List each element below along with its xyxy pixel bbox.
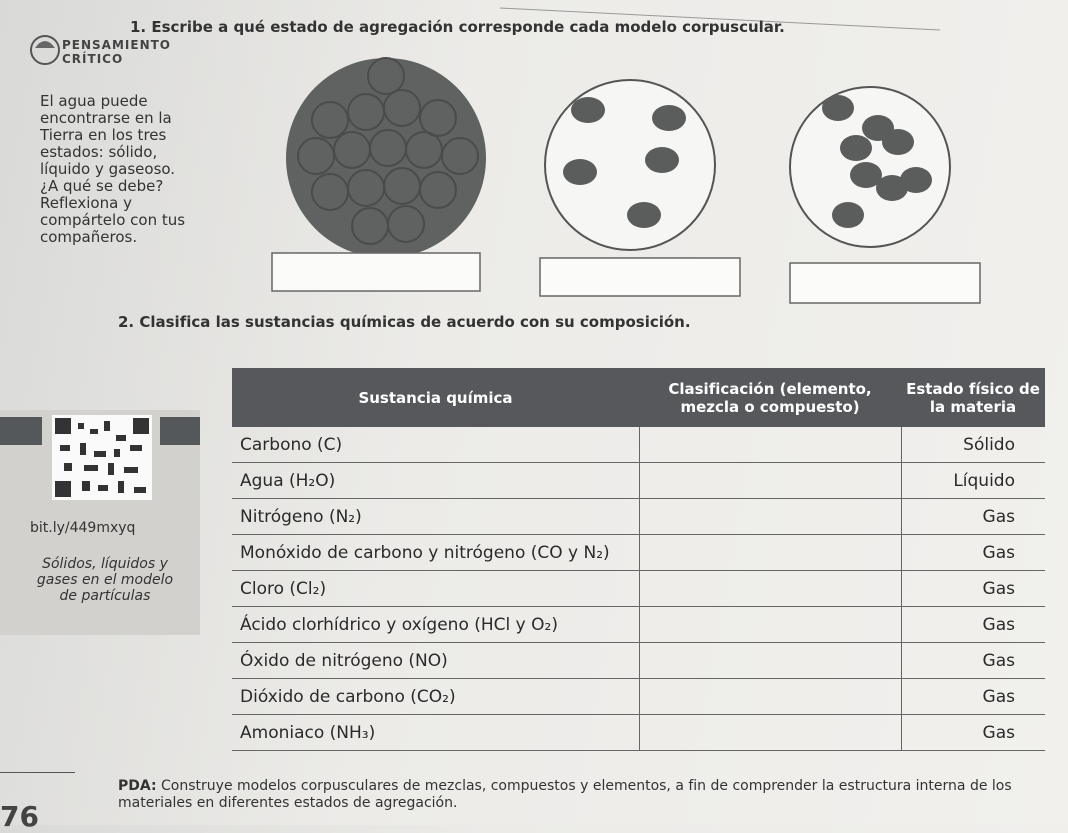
substance-cell: Ácido clorhídrico y oxígeno (HCl y O₂): [232, 606, 639, 643]
state-cell: Gas: [900, 498, 1045, 535]
pda-text: Construye modelos corpusculares de mezcl…: [118, 778, 1012, 811]
table-row: Ácido clorhídrico y oxígeno (HCl y O₂) Ga…: [232, 606, 1045, 643]
substance-cell: Nitrógeno (N₂): [232, 498, 639, 535]
state-cell: Gas: [900, 678, 1045, 715]
table-row: Monóxido de carbono y nitrógeno (CO y N₂…: [232, 534, 1045, 571]
resource-caption: Sólidos, líquidos y gases en el modelo d…: [36, 556, 174, 604]
substance-cell: Amoniaco (NH₃): [232, 714, 639, 751]
column-header: Estado físico de la materia: [901, 368, 1045, 427]
resource-link[interactable]: bit.ly/449mxyq: [30, 520, 136, 536]
substance-cell: Óxido de nitrógeno (NO): [232, 642, 639, 679]
classification-cell: [638, 606, 901, 643]
pda-label: PDA:: [118, 778, 157, 794]
classification-cell: [638, 714, 901, 751]
footer-rule: [0, 772, 75, 773]
classification-cell: [638, 642, 901, 679]
table-row: Amoniaco (NH₃) Gas: [232, 714, 1045, 751]
table-row: Agua (H₂O) Líquido: [232, 462, 1045, 499]
answer-boxes: [271, 252, 981, 304]
state-cell: Gas: [900, 606, 1045, 643]
liquid-model: [544, 79, 716, 251]
classification-cell: [638, 427, 901, 463]
badge-text: PENSAMIENTO: [62, 38, 171, 52]
substance-cell: Monóxido de carbono y nitrógeno (CO y N₂…: [232, 534, 639, 571]
table-row: Dióxido de carbono (CO₂) Gas: [232, 678, 1045, 715]
table-body: Carbono (C) Sólido Agua (H₂O) Líquido Nitróg…: [232, 427, 1045, 751]
substance-cell: Agua (H₂O): [232, 462, 639, 499]
state-cell: Líquido: [900, 462, 1045, 499]
state-cell: Gas: [900, 714, 1045, 751]
table-row: Nitrógeno (N₂) Gas: [232, 498, 1045, 535]
page-number: 76: [0, 800, 39, 833]
badge-icon: [30, 35, 60, 65]
substance-cell: Dióxido de carbono (CO₂): [232, 678, 639, 715]
table-row: Carbono (C) Sólido: [232, 427, 1045, 463]
substance-cell: Carbono (C): [232, 427, 639, 463]
sidebar-text: El agua puede encontrarse en la Tierra e…: [40, 92, 186, 246]
classification-cell: [638, 534, 901, 571]
substance-cell: Cloro (Cl₂): [232, 570, 639, 607]
column-header: Sustancia química: [232, 368, 639, 427]
badge-text: CRÍTICO: [62, 52, 124, 66]
state-cell: Gas: [900, 534, 1045, 571]
state-cell: Sólido: [900, 427, 1045, 463]
classification-cell: [638, 462, 901, 499]
table-row: Cloro (Cl₂) Gas: [232, 570, 1045, 607]
classification-cell: [638, 498, 901, 535]
exercise-prompt: 2. Clasifica las sustancias químicas de …: [118, 313, 691, 331]
classification-cell: [638, 570, 901, 607]
classification-cell: [638, 678, 901, 715]
pda-note: PDA: Construye modelos corpusculares de …: [118, 778, 1038, 812]
qr-code: [0, 415, 200, 500]
exercise-prompt: 1. Escribe a qué estado de agregación co…: [130, 18, 785, 36]
gas-model: [789, 86, 951, 248]
solid-model: [286, 57, 486, 258]
state-cell: Gas: [900, 642, 1045, 679]
table-row: Óxido de nitrógeno (NO) Gas: [232, 642, 1045, 679]
substances-table: Sustancia química Clasificación (element…: [232, 368, 1045, 751]
top-rule: [499, 7, 941, 31]
state-cell: Gas: [900, 570, 1045, 607]
column-header: Clasificación (elemento, mezcla o compue…: [639, 368, 901, 427]
